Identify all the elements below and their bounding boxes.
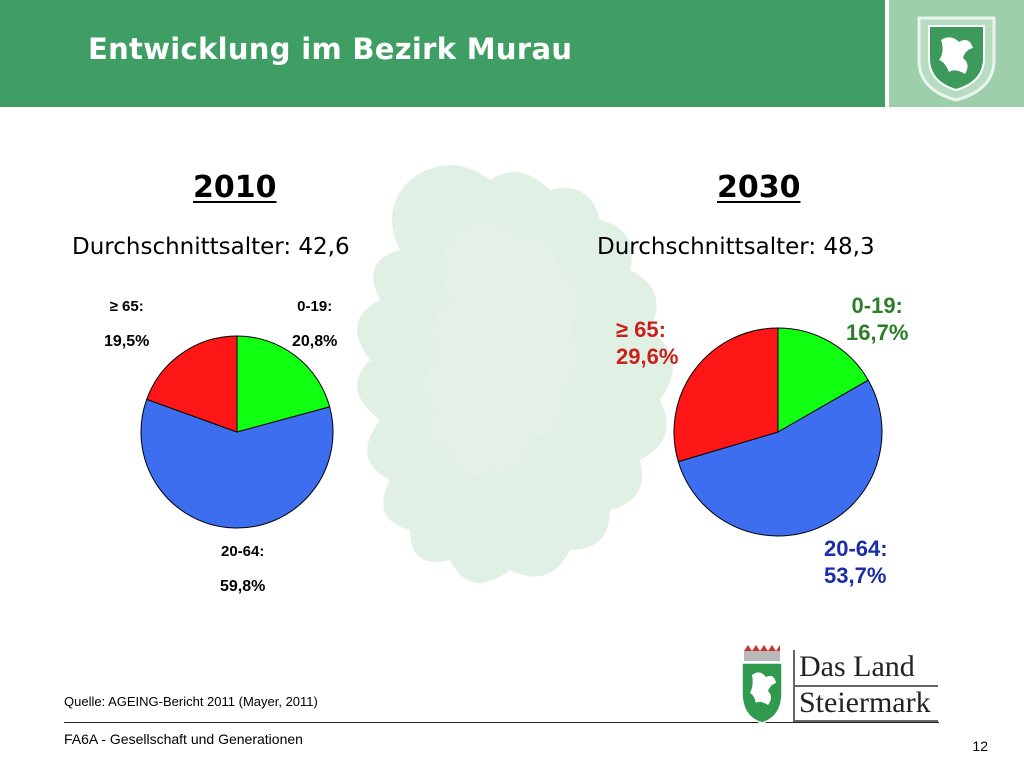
pie-slice-2010-1 [140, 398, 334, 529]
brand-line-2: Steiermark [799, 686, 931, 719]
panther-watermark [357, 165, 673, 583]
pie-slice-2030-2 [673, 327, 779, 463]
pie-slice-2010-0 [236, 335, 331, 433]
label-2030-0-19-group: 0-19: [851, 293, 903, 318]
label-2030-0-19: 0-19: 16,7% [846, 292, 908, 346]
label-2030-0-19-value: 16,7% [846, 320, 909, 345]
chart-title-2010: 2010 [193, 170, 277, 205]
label-2010-0-19: 0-19: 20,8% [292, 298, 337, 350]
brand-line-1: Das Land [799, 650, 915, 683]
pie-chart-2030 [673, 327, 883, 537]
label-2030-20-64: 20-64: 53,7% [824, 535, 888, 589]
brand-divider [795, 685, 938, 687]
average-age-2030: Durchschnittsalter: 48,3 [597, 234, 875, 260]
label-2030-65plus: ≥ 65: 29,6% [616, 316, 678, 370]
page-number: 12 [972, 738, 988, 754]
header-logo [889, 0, 1024, 107]
label-2030-20-64-group: 20-64: [824, 536, 888, 561]
label-2030-20-64-value: 53,7% [824, 563, 887, 588]
pie-slice-2010-2 [146, 335, 238, 433]
average-age-2010: Durchschnittsalter: 42,6 [72, 234, 350, 260]
footer-divider [64, 722, 939, 723]
pie-chart-2010 [140, 335, 334, 529]
brand-logo-text: Das Land Steiermark [793, 650, 938, 722]
label-2010-65plus-value: 19,5% [104, 333, 150, 350]
label-2010-0-19-value: 20,8% [292, 333, 338, 350]
label-2010-65plus-group: ≥ 65: [109, 298, 144, 315]
label-2010-0-19-group: 0-19: [297, 298, 333, 315]
label-2030-65plus-group: ≥ 65: [616, 317, 666, 342]
label-2010-20-64: 20-64: 59,8% [220, 543, 265, 595]
pie-slice-2030-0 [777, 327, 869, 433]
source-note: Quelle: AGEING-Bericht 2011 (Mayer, 2011… [64, 694, 318, 709]
label-2010-20-64-value: 59,8% [220, 578, 266, 595]
pie-slice-2030-1 [677, 379, 883, 537]
page-title: Entwicklung im Bezirk Murau [88, 32, 573, 66]
department-name: FA6A - Gesellschaft und Generationen [64, 731, 303, 747]
label-2010-20-64-group: 20-64: [221, 543, 265, 560]
label-2010-65plus: ≥ 65: 19,5% [104, 298, 149, 350]
label-2030-65plus-value: 29,6% [616, 344, 679, 369]
chart-title-2030: 2030 [717, 170, 801, 205]
title-bar: Entwicklung im Bezirk Murau [0, 0, 887, 107]
coat-of-arms-icon [889, 0, 1024, 107]
styrian-panther-coat-of-arms-icon [741, 645, 783, 724]
